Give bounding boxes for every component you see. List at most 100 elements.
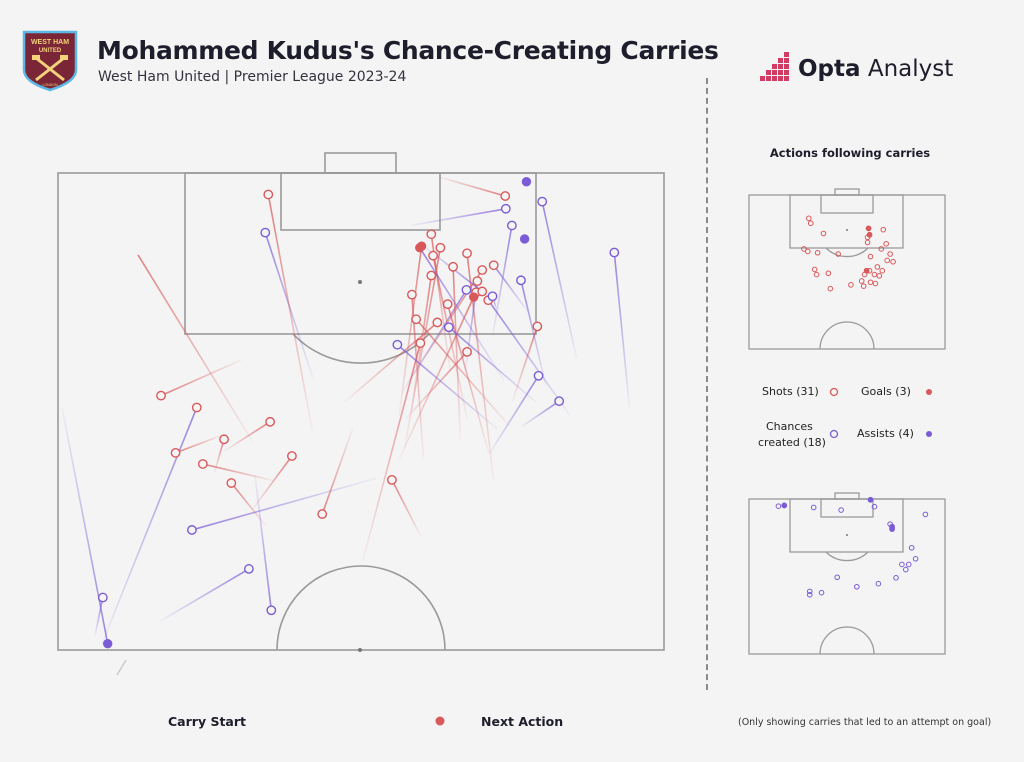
mini-chance-marker	[908, 544, 915, 551]
carry-line	[491, 225, 513, 337]
chance-marker	[260, 227, 271, 238]
mini-shot-marker	[858, 278, 865, 284]
mini-shot-marker	[890, 258, 896, 265]
chance-marker	[533, 370, 544, 381]
chance-marker	[500, 203, 511, 214]
mini-shot-marker	[807, 220, 814, 227]
carry-line	[213, 439, 225, 473]
mini-pitch-chances-arc	[825, 551, 869, 562]
carry-line	[415, 318, 512, 428]
shot-marker	[263, 189, 274, 200]
chance-marker	[554, 396, 565, 407]
legend-carry-start-label: Carry Start	[168, 714, 246, 729]
shot-marker	[265, 416, 275, 427]
shot-marker	[432, 317, 443, 328]
shot-marker	[317, 509, 328, 519]
carry-line	[487, 299, 571, 416]
mini-pitch-chances-circle	[819, 626, 875, 655]
chance-marker	[97, 592, 108, 603]
mini-chance-marker	[899, 561, 905, 568]
faint-line	[116, 659, 127, 676]
footnote: (Only showing carries that led to an att…	[738, 717, 992, 728]
carry-line	[541, 201, 578, 360]
mini-chance-marker	[903, 566, 909, 573]
mini-shot-marker	[884, 257, 890, 264]
assist-marker	[519, 234, 530, 244]
mini-shot-marker	[867, 253, 874, 260]
mini-shot-marker	[876, 273, 883, 279]
chance-marker	[506, 220, 517, 231]
carry-line	[493, 264, 529, 312]
mini-assist-marker	[889, 526, 895, 532]
carry-line	[403, 247, 442, 449]
mini-chance-marker	[810, 504, 817, 511]
mini-shot-marker	[835, 251, 841, 257]
carry-line	[448, 326, 538, 404]
mini-chance-marker	[818, 589, 825, 596]
shot-marker	[426, 270, 437, 281]
chance-marker	[487, 291, 498, 302]
mini-shot-marker	[874, 264, 881, 270]
shot-marker	[407, 289, 417, 300]
mini-pitch-shots-circle	[819, 321, 875, 350]
carry-line	[202, 463, 274, 482]
mini-chance-marker	[875, 580, 882, 587]
mini-pitch-shots-goal	[834, 188, 860, 196]
shot-marker	[442, 299, 453, 310]
mini-pitch-shots-outline	[748, 194, 946, 350]
brand-name-strong: Opta	[798, 56, 861, 82]
chance-marker	[266, 605, 277, 616]
mini-pitch-chances-goal	[834, 492, 860, 500]
shot-marker	[411, 314, 422, 325]
mini-goal-marker	[865, 225, 872, 232]
mini-chance-markers	[775, 496, 929, 598]
goal-marker	[415, 243, 425, 253]
mini-shot-marker	[805, 248, 811, 255]
mini-shot-marker	[879, 267, 886, 274]
carry-line	[398, 246, 423, 416]
carry-line	[488, 375, 540, 455]
shot-marker	[448, 261, 459, 272]
chance-marker	[392, 339, 403, 350]
carry-line	[251, 455, 293, 510]
mini-shot-marker	[825, 270, 832, 277]
carry-line	[254, 475, 273, 611]
mini-goal-marker	[863, 267, 870, 274]
centre-spot	[358, 648, 362, 652]
mini-shot-marker	[883, 240, 890, 247]
mini-shot-marker	[814, 249, 821, 256]
shot-marker	[472, 276, 483, 287]
carry-line	[521, 400, 560, 428]
shot-marker	[387, 474, 397, 485]
mini-chance-marker	[922, 511, 929, 518]
mini-shot-markers	[801, 215, 896, 292]
mini-chance-marker	[912, 556, 919, 562]
chance-marker	[461, 284, 472, 295]
carry-line	[452, 266, 462, 441]
shot-marker	[428, 250, 439, 261]
mini-pitch-chances-box	[789, 498, 904, 553]
legend-goals-label: Goals (3)	[861, 385, 911, 398]
chance-marker	[187, 525, 197, 535]
mini-shot-marker	[878, 246, 885, 252]
pitch-outline	[57, 172, 665, 651]
shot-marker	[426, 229, 437, 240]
side-panel-title: Actions following carries	[769, 146, 931, 160]
legend-chances-label-1: Chances	[766, 420, 813, 433]
mini-shot-marker	[860, 283, 867, 289]
chance-marker	[537, 196, 548, 207]
mini-shot-marker	[820, 230, 827, 237]
mini-pitch-shots-spot	[846, 229, 848, 231]
mini-chance-marker	[834, 574, 841, 581]
carry-line	[61, 408, 109, 644]
mini-chance-marker	[871, 503, 878, 510]
chance-marker	[443, 322, 454, 333]
action-markers	[97, 177, 620, 649]
chance-marker	[609, 247, 620, 258]
mini-pitch-chances-six	[820, 498, 874, 518]
carry-line	[159, 568, 250, 623]
shot-marker	[156, 390, 166, 401]
penalty-box	[184, 172, 537, 335]
chance-marker	[516, 275, 526, 286]
